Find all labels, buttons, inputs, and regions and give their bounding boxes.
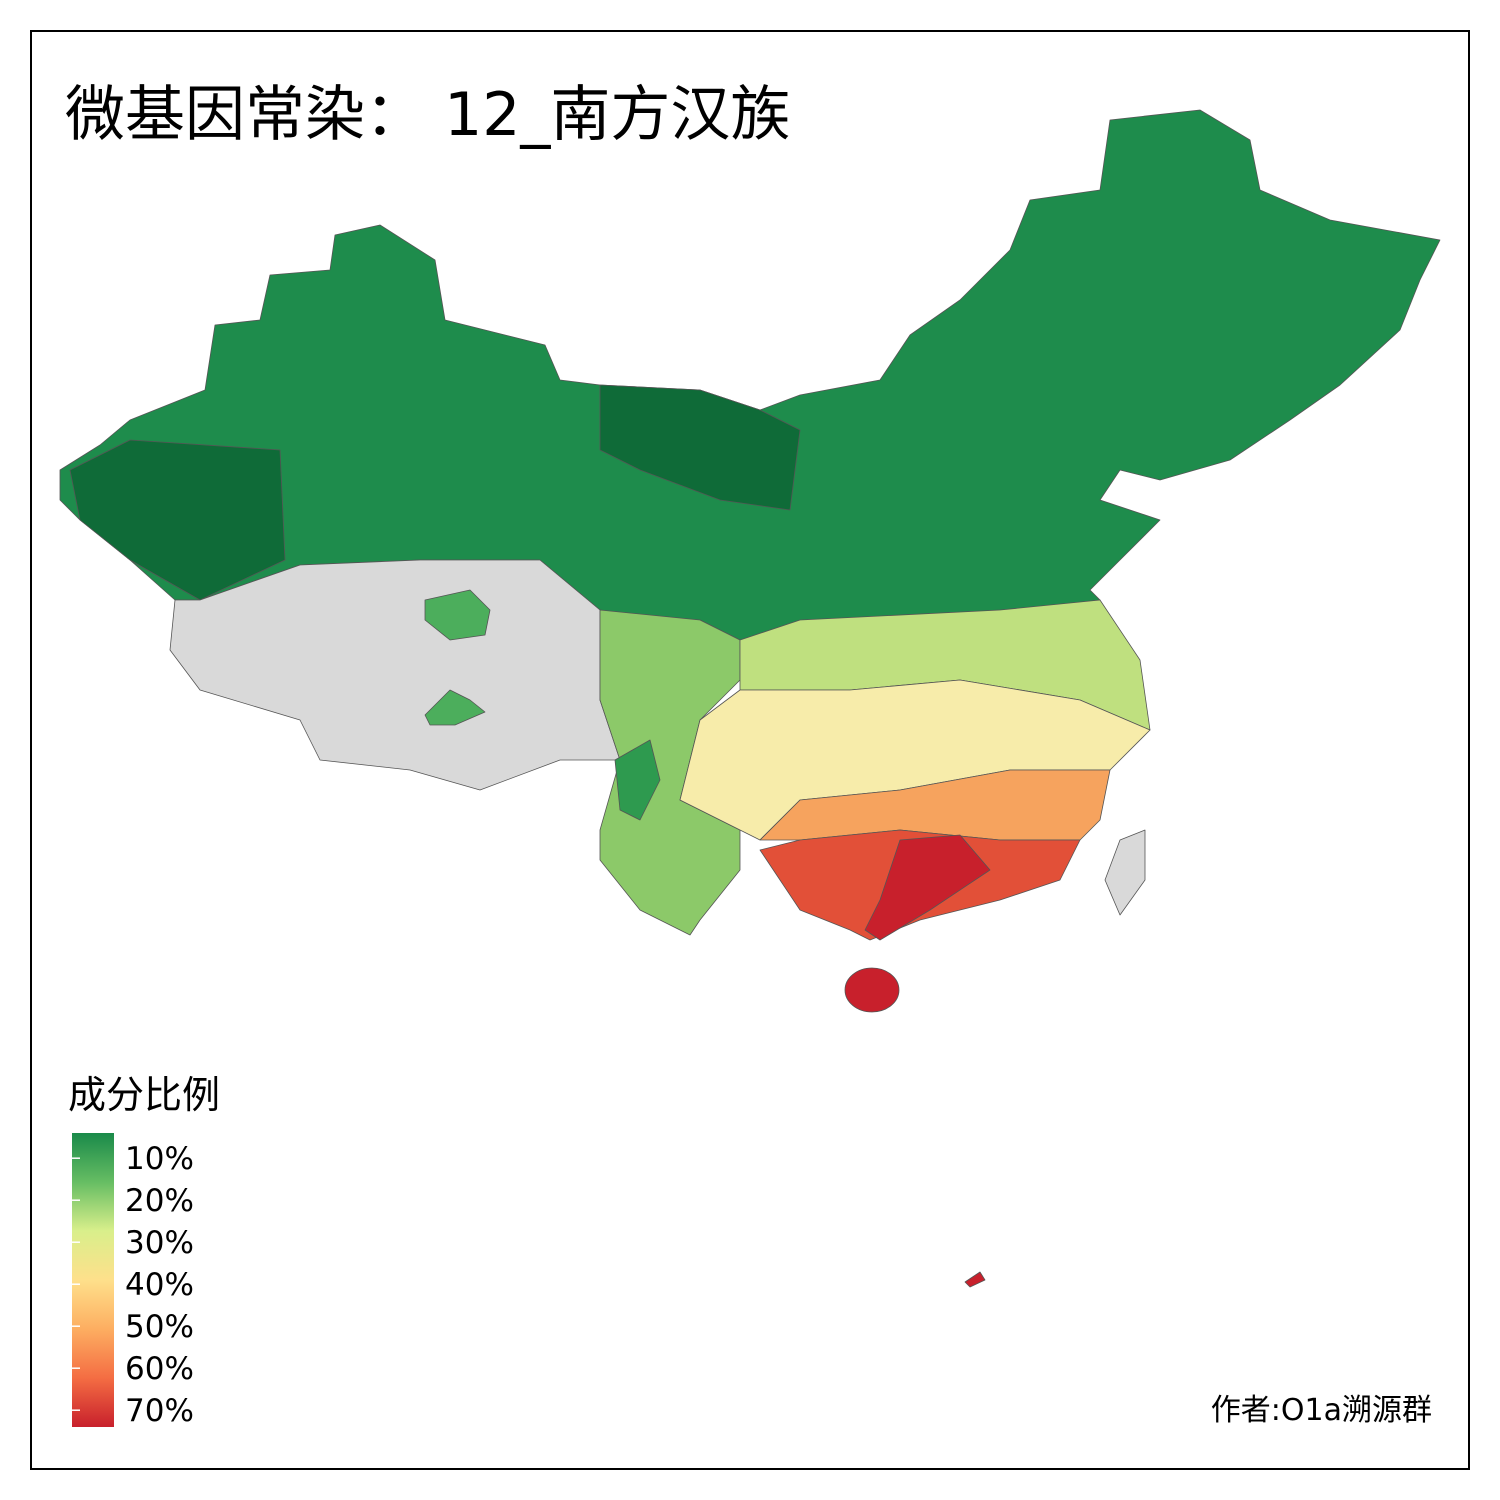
- tick-label: 50%: [125, 1309, 194, 1345]
- west-region-dark: [69, 439, 286, 601]
- west-strip: [614, 739, 661, 821]
- tibet: [169, 559, 621, 791]
- tick-label: 30%: [125, 1225, 194, 1261]
- guangdong-core: [864, 834, 991, 941]
- title: 微基因常染： 12_南方汉族: [65, 80, 790, 150]
- map: [59, 109, 1441, 1288]
- tibet-spot: [424, 689, 486, 726]
- legend-title: 成分比例: [68, 1073, 220, 1117]
- tibet-spot: [424, 589, 491, 641]
- island: [964, 1271, 986, 1288]
- hainan: [844, 967, 900, 1013]
- tick-label: 70%: [125, 1393, 194, 1429]
- tick-label: 20%: [125, 1183, 194, 1219]
- north-region-dark: [599, 384, 801, 511]
- credit: 作者:O1a溯源群: [1211, 1393, 1432, 1428]
- taiwan: [1104, 829, 1146, 916]
- colorbar: [72, 1133, 114, 1427]
- tick-label: 40%: [125, 1267, 194, 1303]
- tick-label: 10%: [125, 1141, 194, 1177]
- legend-ticks: 10% 20% 30% 40% 50% 60% 70%: [72, 1141, 194, 1429]
- tick-label: 60%: [125, 1351, 194, 1387]
